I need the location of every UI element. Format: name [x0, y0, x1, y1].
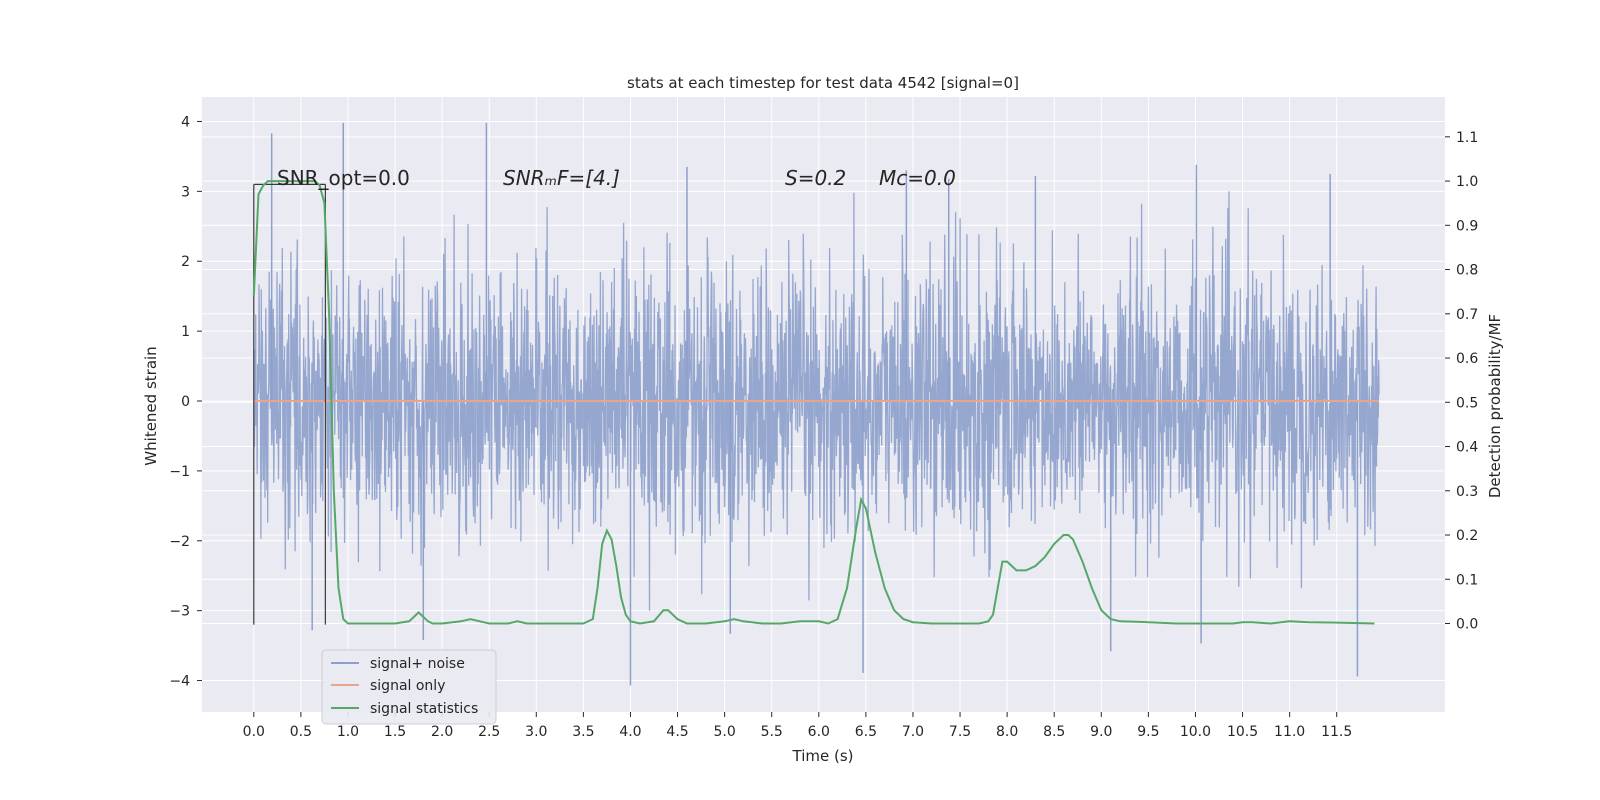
y-left-tick-label: 2 [181, 254, 190, 270]
y-left-tick-label: −1 [169, 464, 190, 480]
legend-box [321, 649, 497, 725]
x-tick-label: 11.5 [1321, 724, 1352, 740]
y-right-tick-label: 0.0 [1456, 617, 1478, 633]
y-left-tick-label: 3 [181, 184, 190, 200]
x-tick-label: 6.5 [855, 724, 877, 740]
annotation-mc: Mᴄ=0.0 [879, 166, 956, 190]
annotation-s: S=0.2 [785, 166, 846, 190]
y-right-tick-label: 1.0 [1456, 174, 1478, 190]
x-tick-label: 6.0 [808, 724, 830, 740]
y-right-axis-ticks: 1.1 1.0 0.9 0.8 0.7 0.6 0.5 0.4 0.3 0.2 0.1 0.0 [1445, 130, 1478, 633]
y-left-tick-label: 1 [181, 324, 190, 340]
y-right-tick-label: 0.1 [1456, 572, 1478, 588]
y-right-tick-label: 0.8 [1456, 263, 1478, 279]
y-right-tick-label: 1.1 [1456, 130, 1478, 146]
y-left-axis-label: Whitened strain [142, 346, 160, 465]
x-tick-label: 8.5 [1043, 724, 1065, 740]
y-right-tick-label: 0.2 [1456, 528, 1478, 544]
x-tick-label: 9.0 [1090, 724, 1112, 740]
y-right-tick-label: 0.5 [1456, 395, 1478, 411]
x-tick-label: 9.5 [1137, 724, 1159, 740]
legend: signal+ noise signal only signal statist… [321, 649, 497, 725]
x-tick-label: 11.0 [1274, 724, 1305, 740]
x-tick-label: 3.0 [525, 724, 547, 740]
legend-label-signal-only: signal only [370, 678, 445, 694]
x-tick-label: 10.0 [1180, 724, 1211, 740]
annotation-snr-mf: SNRₘF=[4.] [503, 166, 620, 190]
y-right-tick-label: 0.6 [1456, 351, 1478, 367]
series-signal-noise [253, 122, 1380, 686]
noise-line [253, 191, 1380, 611]
chart-title: stats at each timestep for test data 454… [627, 74, 1019, 92]
y-left-tick-label: −4 [169, 674, 190, 690]
annotation-snr-opt: SNR_opt=0.0 [277, 166, 410, 190]
x-tick-label: 10.5 [1227, 724, 1258, 740]
x-tick-label: 2.5 [478, 724, 500, 740]
y-left-tick-label: −3 [169, 604, 190, 620]
y-right-tick-label: 0.9 [1456, 218, 1478, 234]
y-right-tick-label: 0.4 [1456, 440, 1478, 456]
x-tick-label: 2.0 [431, 724, 453, 740]
y-right-tick-label: 0.3 [1456, 484, 1478, 500]
legend-label-signal-statistics: signal statistics [370, 701, 478, 717]
y-right-tick-label: 0.7 [1456, 307, 1478, 323]
x-tick-label: 1.0 [337, 724, 359, 740]
x-tick-label: 3.5 [572, 724, 594, 740]
x-tick-label: 7.0 [902, 724, 924, 740]
y-left-tick-label: 0 [181, 394, 190, 410]
x-tick-label: 1.5 [384, 724, 406, 740]
y-right-axis-label: Detection probability/MF [1486, 314, 1504, 498]
y-left-tick-label: −2 [169, 534, 190, 550]
statistics-line [252, 180, 1375, 625]
x-tick-label: 0.5 [290, 724, 312, 740]
y-left-tick-label: 4 [181, 114, 190, 130]
x-tick-label: 4.5 [666, 724, 688, 740]
x-tick-label: 0.0 [243, 724, 265, 740]
x-axis-label: Time (s) [792, 747, 854, 765]
x-tick-label: 5.0 [713, 724, 735, 740]
series-signal-statistics [252, 180, 1375, 625]
y-left-axis-ticks: 4 3 2 1 0 −1 −2 −3 −4 [169, 114, 202, 690]
x-tick-label: 5.5 [761, 724, 783, 740]
x-tick-label: 8.0 [996, 724, 1018, 740]
x-tick-label: 7.5 [949, 724, 971, 740]
x-tick-label: 4.0 [619, 724, 641, 740]
legend-label-signal-noise: signal+ noise [370, 656, 465, 672]
x-axis-ticks: 0.0 0.5 1.0 1.5 2.0 2.5 3.0 3.5 4.0 4.5 5.0 5.5 6.0 6… [243, 712, 1352, 740]
